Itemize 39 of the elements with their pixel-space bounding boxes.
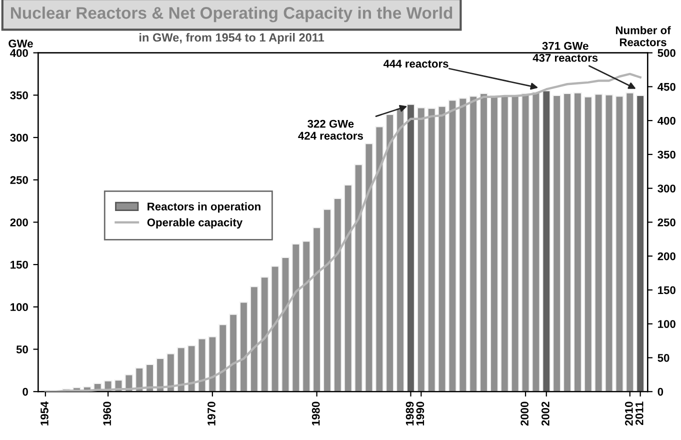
legend-label: Reactors in operation xyxy=(148,202,260,213)
y2-tick-label: 350 xyxy=(658,150,676,159)
y-tick-label: 250 xyxy=(10,176,28,184)
x-tick-label: 1980 xyxy=(312,402,320,426)
legend-label: Operable capacity xyxy=(147,218,243,229)
y2-tick-label: 400 xyxy=(658,116,676,125)
y-tick-label: 0 xyxy=(22,388,28,396)
y2-tick-label: 200 xyxy=(658,252,676,260)
chart-subtitle: in GWe, from 1954 to 1 April 2011 xyxy=(140,33,324,44)
y-tick-label: 100 xyxy=(10,303,28,312)
x-tick-label: 1954 xyxy=(40,401,48,426)
x-tick-label: 2010 xyxy=(625,402,633,426)
y-tick-label: 400 xyxy=(10,49,28,57)
y2-tick-label: 450 xyxy=(658,82,676,91)
x-tick-label: 2011 xyxy=(635,402,644,426)
y2-tick-label: 150 xyxy=(658,286,676,294)
annotation: 322 GWe 424 reactors xyxy=(298,120,363,140)
y-axis-title: GWe xyxy=(8,40,33,48)
x-tick-label: 1989 xyxy=(406,402,414,426)
chart-title: Nuclear Reactors & Net Operating Capacity in the World xyxy=(11,6,452,22)
y2-axis-title: Number of Reactors xyxy=(616,26,671,46)
y2-tick-label: 50 xyxy=(658,354,670,362)
x-tick-label: 2002 xyxy=(542,402,550,426)
annotation: 371 GWe 437 reactors xyxy=(532,42,598,62)
x-tick-label: 1970 xyxy=(208,402,216,426)
y2-tick-label: 100 xyxy=(658,320,676,328)
y2-tick-label: 300 xyxy=(658,184,676,192)
y2-tick-label: 250 xyxy=(658,218,676,226)
y2-tick-label: 500 xyxy=(658,49,676,57)
y-tick-label: 150 xyxy=(10,260,28,269)
x-tick-label: 1990 xyxy=(416,402,424,426)
y-tick-label: 350 xyxy=(10,91,28,100)
y-tick-label: 300 xyxy=(10,134,28,142)
x-tick-label: 2000 xyxy=(520,402,529,426)
y-tick-label: 50 xyxy=(16,346,28,354)
y2-tick-label: 0 xyxy=(658,388,664,396)
annotation: 444 reactors xyxy=(383,60,448,68)
x-tick-label: 1960 xyxy=(103,402,112,426)
y-tick-label: 200 xyxy=(10,218,28,226)
